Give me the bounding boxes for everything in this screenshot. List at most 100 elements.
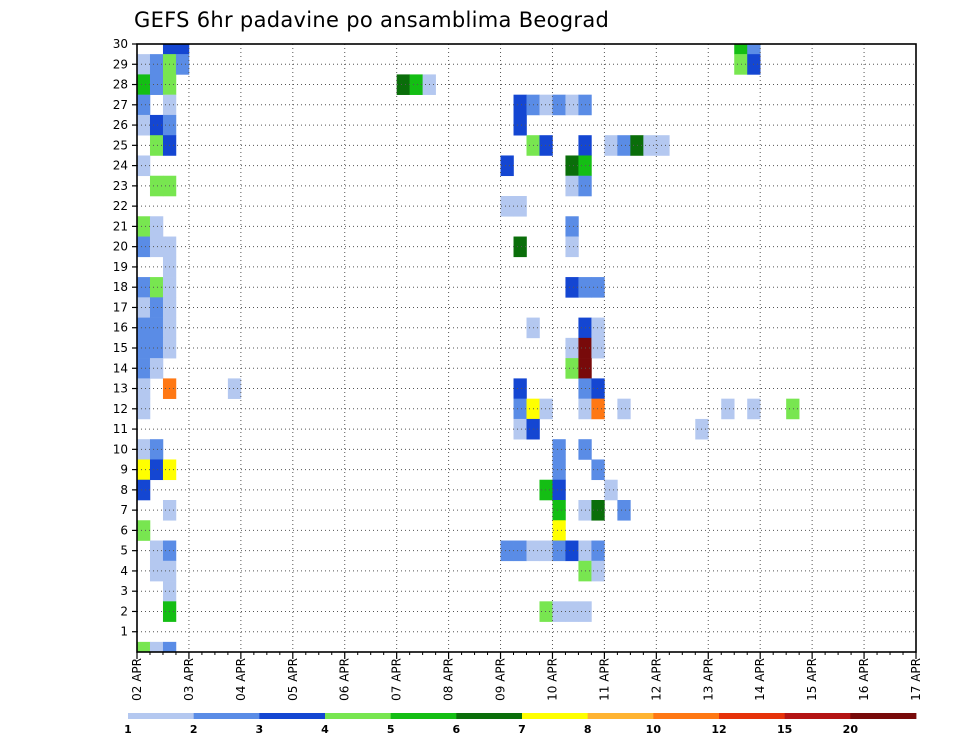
heat-cell <box>137 317 151 339</box>
heat-cell <box>513 94 527 116</box>
y-tick-label: 29 <box>113 57 128 71</box>
x-tick-label: 02 APR <box>130 658 144 701</box>
heat-cell <box>149 216 164 237</box>
heat-cell <box>513 196 527 217</box>
heat-cell <box>539 479 553 501</box>
heat-cell <box>137 74 151 95</box>
heat-cell <box>137 277 151 298</box>
heat-cell <box>565 337 579 359</box>
heat-cell <box>604 135 618 156</box>
x-tick-label: 08 APR <box>442 658 456 701</box>
heat-cell <box>149 277 164 298</box>
y-tick-label: 23 <box>113 179 128 193</box>
heat-cell <box>149 297 164 318</box>
heat-cell <box>747 44 761 55</box>
heat-cell <box>137 520 151 541</box>
x-tick-label: 13 APR <box>701 658 715 701</box>
heat-cell <box>137 398 151 420</box>
x-tick-label: 05 APR <box>286 658 300 701</box>
heat-cell <box>591 398 605 420</box>
y-tick-label: 20 <box>113 240 128 254</box>
heat-cell <box>565 540 579 562</box>
heat-cell <box>565 236 579 258</box>
legend-label: 2 <box>190 723 198 736</box>
y-tick-label: 9 <box>120 463 128 477</box>
legend-swatch <box>193 713 260 719</box>
heat-cell <box>656 135 670 156</box>
y-tick-label: 4 <box>120 564 128 578</box>
heat-cell <box>565 216 579 237</box>
heat-cell <box>137 94 151 116</box>
heat-cell <box>552 601 566 622</box>
heat-cell <box>552 520 566 541</box>
x-tick-label: 12 APR <box>649 658 663 701</box>
x-tick-label: 09 APR <box>494 658 508 701</box>
heat-cell <box>409 74 423 95</box>
legend-swatch <box>850 713 917 719</box>
y-tick-label: 19 <box>113 260 128 274</box>
heat-cell <box>552 540 566 562</box>
y-tick-label: 7 <box>120 503 128 517</box>
heat-cell <box>137 297 151 318</box>
y-tick-label: 3 <box>120 584 128 598</box>
heat-cell <box>591 540 605 562</box>
heat-cell <box>137 358 151 379</box>
legend-swatch <box>587 713 654 719</box>
heat-cell <box>149 236 164 258</box>
heat-cell <box>591 277 605 298</box>
heat-cell <box>513 540 527 562</box>
legend-swatch <box>128 713 195 719</box>
legend-label: 4 <box>321 723 329 736</box>
heat-cell <box>175 44 190 55</box>
heat-cell <box>591 500 605 521</box>
heat-cell <box>149 439 164 460</box>
heat-cell <box>721 398 735 420</box>
heat-cell <box>552 94 566 116</box>
y-tick-label: 6 <box>120 523 128 537</box>
heat-cell <box>552 459 566 481</box>
y-tick-label: 14 <box>113 361 128 375</box>
y-tick-label: 28 <box>113 78 128 92</box>
grid-layer <box>137 43 916 652</box>
heat-cell <box>734 44 748 55</box>
x-tick-label: 16 APR <box>857 658 871 701</box>
heat-cell <box>604 479 618 501</box>
heat-cell <box>591 459 605 481</box>
heat-cell <box>149 540 164 562</box>
heat-cell <box>786 398 800 420</box>
legend-label: 8 <box>584 723 592 736</box>
x-tick-label: 15 APR <box>805 658 819 701</box>
heat-cell <box>513 236 527 258</box>
heat-cell <box>137 155 151 177</box>
legend-label: 10 <box>646 723 662 736</box>
heat-cell <box>513 418 527 440</box>
heat-cell <box>137 236 151 258</box>
heat-cell <box>149 459 164 481</box>
heat-cell <box>565 601 579 622</box>
heat-cell <box>539 601 553 622</box>
heat-cell <box>149 317 164 339</box>
x-tick-label: 11 APR <box>597 658 611 701</box>
y-tick-label: 17 <box>113 300 128 314</box>
y-tick-label: 13 <box>113 382 128 396</box>
x-axis: 02 APR 03 APR 04 APR 05 APR 06 APR 07 APR 08 A… <box>130 652 923 701</box>
legend-label: 1 <box>124 723 132 736</box>
heat-cell <box>617 500 631 521</box>
legend-label: 5 <box>387 723 395 736</box>
legend-label: 7 <box>518 723 526 736</box>
x-tick-label: 06 APR <box>338 658 352 701</box>
legend-label: 3 <box>256 723 264 736</box>
heat-cell <box>539 135 553 156</box>
legend-swatch <box>456 713 523 719</box>
heat-cell <box>617 398 631 420</box>
color-legend: 1 2 3 4 5 6 7 8 10 12 15 20 <box>124 713 917 736</box>
y-tick-label: 11 <box>113 422 128 436</box>
x-tick-label: 03 APR <box>182 658 196 701</box>
heat-cell <box>175 54 190 75</box>
y-tick-label: 12 <box>113 402 128 416</box>
y-tick-label: 22 <box>113 199 128 213</box>
y-tick-label: 1 <box>120 625 128 639</box>
y-tick-label: 16 <box>113 321 128 335</box>
legend-swatch <box>259 713 326 719</box>
